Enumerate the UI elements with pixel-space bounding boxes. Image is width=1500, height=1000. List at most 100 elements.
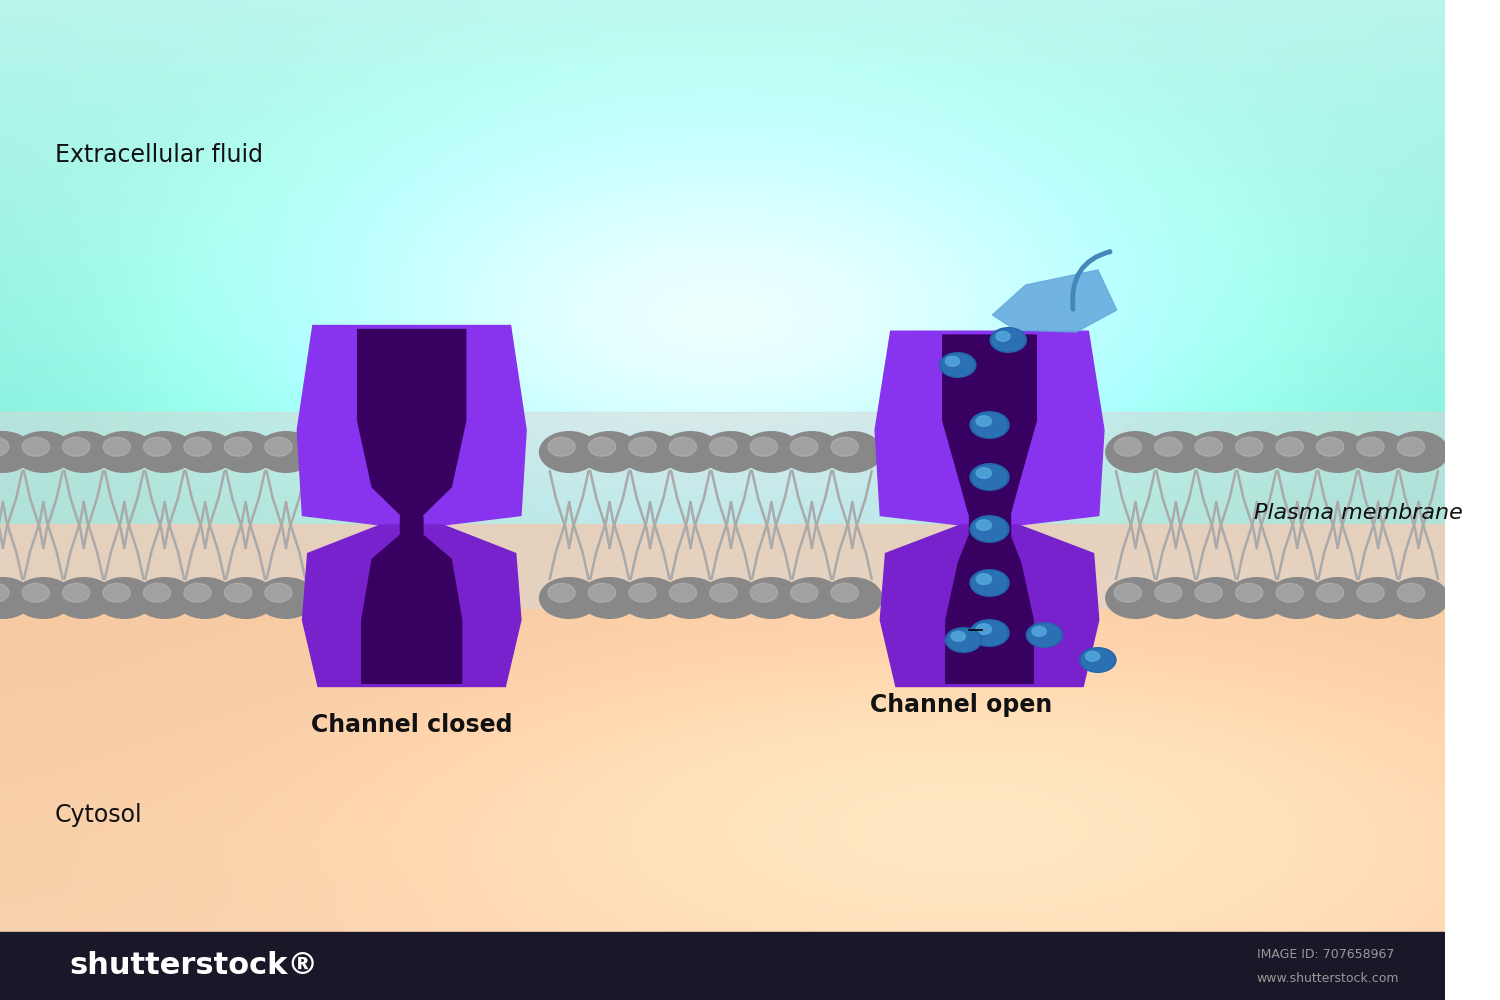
Circle shape [822, 577, 882, 619]
Circle shape [13, 431, 74, 473]
Circle shape [993, 329, 1024, 351]
Circle shape [255, 577, 316, 619]
Circle shape [266, 583, 292, 602]
Circle shape [1317, 583, 1344, 602]
Circle shape [176, 577, 236, 619]
Circle shape [969, 411, 1010, 439]
Circle shape [822, 431, 882, 473]
Circle shape [660, 577, 722, 619]
Circle shape [225, 583, 252, 602]
Circle shape [972, 621, 1006, 645]
Polygon shape [297, 326, 526, 525]
Circle shape [1106, 577, 1166, 619]
Circle shape [1348, 431, 1408, 473]
Circle shape [255, 431, 316, 473]
Circle shape [144, 583, 171, 602]
Circle shape [710, 437, 736, 456]
Circle shape [976, 468, 992, 478]
Text: Cytosol: Cytosol [56, 803, 142, 827]
Polygon shape [874, 331, 1104, 525]
Circle shape [951, 631, 966, 641]
Circle shape [750, 583, 777, 602]
Circle shape [972, 517, 1006, 541]
Circle shape [790, 437, 818, 456]
Circle shape [782, 577, 842, 619]
Circle shape [0, 583, 9, 602]
Bar [0, 932, 1444, 1000]
Circle shape [0, 431, 33, 473]
Circle shape [588, 583, 615, 602]
Polygon shape [303, 525, 520, 686]
Circle shape [969, 515, 1010, 543]
Text: IMAGE ID: 707658967: IMAGE ID: 707658967 [1257, 948, 1394, 960]
Circle shape [1114, 437, 1142, 456]
Circle shape [669, 583, 696, 602]
Circle shape [990, 327, 1028, 353]
FancyArrowPatch shape [1072, 252, 1110, 309]
Text: www.shutterstock.com: www.shutterstock.com [1257, 972, 1400, 984]
Circle shape [0, 577, 33, 619]
Circle shape [1032, 626, 1047, 636]
Circle shape [972, 413, 1006, 437]
Circle shape [1308, 577, 1368, 619]
Circle shape [1276, 437, 1304, 456]
Circle shape [1196, 437, 1222, 456]
Circle shape [104, 437, 130, 456]
Circle shape [1146, 431, 1206, 473]
Text: Channel closed: Channel closed [310, 713, 513, 737]
Circle shape [972, 571, 1006, 595]
Circle shape [1155, 583, 1182, 602]
Circle shape [945, 356, 960, 366]
Circle shape [782, 431, 842, 473]
Circle shape [1146, 577, 1206, 619]
Circle shape [969, 569, 1010, 597]
Circle shape [548, 583, 574, 602]
Text: Extracellular fluid: Extracellular fluid [56, 143, 262, 167]
Circle shape [538, 431, 600, 473]
Circle shape [1227, 431, 1287, 473]
Circle shape [548, 437, 574, 456]
Circle shape [750, 437, 777, 456]
Circle shape [1106, 431, 1166, 473]
Circle shape [831, 583, 858, 602]
Circle shape [1308, 431, 1368, 473]
Circle shape [1086, 651, 1100, 661]
Circle shape [1398, 583, 1425, 602]
Circle shape [135, 577, 195, 619]
Circle shape [1082, 649, 1114, 671]
Circle shape [945, 627, 982, 653]
Circle shape [1029, 624, 1060, 646]
Circle shape [266, 437, 292, 456]
Circle shape [942, 354, 974, 376]
Circle shape [939, 352, 976, 378]
Circle shape [1348, 577, 1408, 619]
Circle shape [214, 577, 276, 619]
Circle shape [176, 431, 236, 473]
Circle shape [1026, 622, 1063, 648]
Circle shape [1236, 583, 1263, 602]
Polygon shape [946, 536, 1034, 683]
Circle shape [0, 437, 9, 456]
Circle shape [1388, 577, 1449, 619]
Circle shape [1186, 431, 1246, 473]
Circle shape [1268, 431, 1328, 473]
Circle shape [976, 520, 992, 530]
Circle shape [1227, 577, 1287, 619]
Circle shape [54, 577, 114, 619]
Circle shape [1114, 583, 1142, 602]
Circle shape [976, 574, 992, 584]
Circle shape [225, 437, 252, 456]
Text: Plasma membrane: Plasma membrane [1254, 503, 1462, 523]
Polygon shape [993, 270, 1116, 332]
Circle shape [996, 331, 1010, 341]
Circle shape [628, 583, 656, 602]
Circle shape [1155, 437, 1182, 456]
Circle shape [214, 431, 276, 473]
Circle shape [54, 431, 114, 473]
Circle shape [620, 431, 681, 473]
Circle shape [948, 629, 980, 651]
Polygon shape [362, 533, 462, 683]
Circle shape [976, 416, 992, 426]
Circle shape [144, 437, 171, 456]
Circle shape [976, 624, 992, 634]
